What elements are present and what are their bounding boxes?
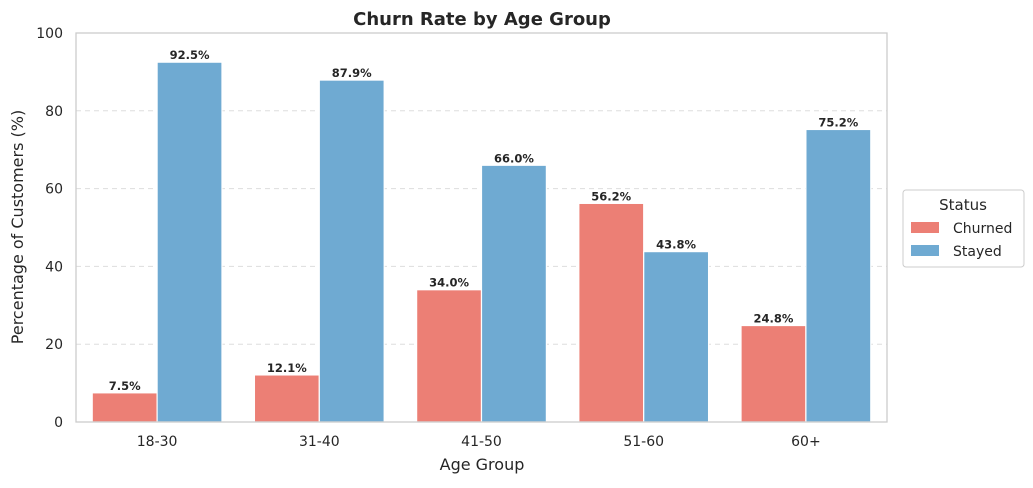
y-tick-label: 80: [45, 104, 63, 120]
x-tick-label: 41-50: [461, 434, 502, 450]
data-label-stayed: 66.0%: [494, 151, 534, 165]
chart-title: Churn Rate by Age Group: [353, 9, 611, 30]
y-tick-label: 60: [45, 182, 63, 198]
bar-stayed: [156, 61, 223, 423]
x-axis-ticks: 18-30 31-40 41-50 51-60 60+: [137, 434, 821, 450]
y-axis-ticks: 0 20 40 60 80 100: [36, 26, 63, 431]
data-label-stayed: 43.8%: [656, 238, 696, 252]
plot-area-frame: [75, 32, 888, 423]
bars: [91, 61, 872, 423]
data-label-churned: 7.5%: [109, 379, 141, 393]
data-label-churned: 56.2%: [591, 189, 631, 203]
legend-swatch-stayed: [911, 245, 939, 256]
legend-label-churned: Churned: [953, 221, 1012, 237]
legend-title: Status: [939, 196, 987, 214]
y-axis-title: Percentage of Customers (%): [8, 110, 27, 344]
y-tick-label: 0: [54, 415, 63, 431]
data-label-churned: 24.8%: [754, 312, 794, 326]
y-tick-label: 20: [45, 337, 63, 353]
data-label-stayed: 87.9%: [332, 66, 372, 80]
bar-churned: [578, 202, 645, 423]
x-tick-label: 60+: [791, 434, 821, 450]
data-label-stayed: 92.5%: [170, 48, 210, 62]
x-tick-label: 51-60: [623, 434, 664, 450]
bar-stayed: [805, 128, 872, 423]
data-labels: 7.5% 92.5% 12.1% 87.9% 34.0% 66.0% 56.2% 43.8% 2…: [109, 48, 859, 393]
y-tick-label: 40: [45, 259, 63, 275]
y-tick-label: 100: [36, 26, 63, 42]
bar-churned: [253, 374, 320, 423]
bar-churned: [416, 289, 483, 423]
legend-label-stayed: Stayed: [953, 244, 1002, 260]
data-label-churned: 12.1%: [267, 361, 307, 375]
bar-stayed: [643, 251, 710, 423]
x-tick-label: 18-30: [137, 434, 178, 450]
x-axis-title: Age Group: [440, 455, 525, 474]
x-tick-label: 31-40: [299, 434, 340, 450]
bar-churned: [91, 392, 158, 423]
legend: Status Churned Stayed: [902, 189, 1025, 268]
data-label-stayed: 75.2%: [818, 115, 858, 129]
bar-stayed: [318, 79, 385, 423]
legend-swatch-churned: [911, 222, 939, 233]
bar-churned: [740, 324, 807, 423]
data-label-churned: 34.0%: [429, 276, 469, 290]
bar-stayed: [480, 164, 547, 423]
